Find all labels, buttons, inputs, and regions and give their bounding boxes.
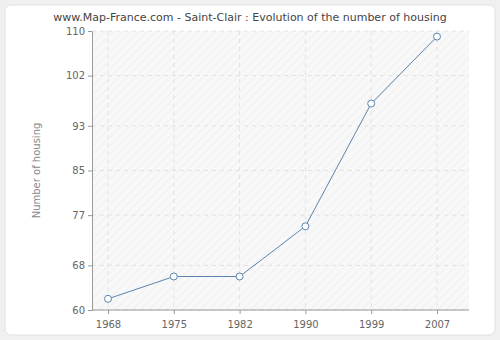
tick-mark bbox=[240, 310, 241, 314]
tick-label: 1968 bbox=[96, 319, 121, 330]
marker bbox=[170, 273, 177, 280]
title: www.Map-France.com - Saint-Clair : Evolu… bbox=[53, 11, 446, 24]
tick-label: 68 bbox=[72, 260, 85, 271]
grid-line bbox=[92, 125, 469, 126]
tick: 1990 bbox=[293, 310, 318, 330]
tick: 1968 bbox=[96, 310, 121, 330]
tick-mark bbox=[88, 265, 92, 266]
tick-label: 1975 bbox=[162, 319, 187, 330]
tick-label: 77 bbox=[72, 210, 85, 221]
axis-line bbox=[92, 32, 93, 311]
tick-label: 1982 bbox=[227, 319, 252, 330]
tick-mark bbox=[88, 76, 92, 77]
grid-line bbox=[305, 31, 306, 310]
tick-label: 85 bbox=[72, 165, 85, 176]
tick: 85 bbox=[72, 165, 92, 176]
axis-title: Number of housing bbox=[31, 123, 42, 219]
grid-line bbox=[437, 31, 438, 310]
grid-line bbox=[92, 215, 469, 216]
tick-mark bbox=[174, 310, 175, 314]
x-axis: 1968 1975 1982 1990 1999 2007 bbox=[92, 310, 469, 330]
tick-label: 110 bbox=[66, 26, 85, 37]
marker bbox=[368, 100, 375, 107]
tick-label: 93 bbox=[72, 121, 85, 132]
grid-line bbox=[173, 31, 174, 310]
tick: 77 bbox=[72, 210, 92, 221]
grid-line bbox=[92, 170, 469, 171]
tick-label: 1990 bbox=[293, 319, 318, 330]
grid-line bbox=[371, 31, 372, 310]
chart: 60 68 77 85 93 102 110 1968 1975 1982 1990 1999 2007… bbox=[0, 0, 500, 340]
tick-label: 1999 bbox=[359, 319, 384, 330]
tick-mark bbox=[371, 310, 372, 314]
tick: 1975 bbox=[162, 310, 187, 330]
background bbox=[0, 0, 500, 340]
tick: 1982 bbox=[227, 310, 252, 330]
grid-line bbox=[92, 75, 469, 76]
grid-line bbox=[92, 265, 469, 266]
tick-mark bbox=[88, 171, 92, 172]
axis-line bbox=[92, 310, 469, 311]
marker bbox=[105, 295, 112, 302]
tick-label: 60 bbox=[72, 305, 85, 316]
tick-mark bbox=[88, 215, 92, 216]
tick-mark bbox=[305, 310, 306, 314]
series bbox=[105, 33, 441, 302]
tick-mark bbox=[88, 310, 92, 311]
plot-area bbox=[92, 31, 469, 310]
tick: 110 bbox=[66, 26, 92, 37]
tick-label: 2007 bbox=[425, 319, 450, 330]
y-axis: 60 68 77 85 93 102 110 bbox=[66, 26, 93, 316]
tick-mark bbox=[437, 310, 438, 314]
tick-mark bbox=[88, 31, 92, 32]
marker bbox=[434, 33, 441, 40]
tick: 93 bbox=[72, 121, 92, 132]
tick: 2007 bbox=[425, 310, 450, 330]
marker bbox=[236, 273, 243, 280]
grid-line bbox=[239, 31, 240, 310]
grid bbox=[92, 31, 469, 310]
tick: 1999 bbox=[359, 310, 384, 330]
marker bbox=[302, 223, 309, 230]
tick-mark bbox=[88, 126, 92, 127]
grid-line bbox=[92, 31, 469, 32]
tick-label: 102 bbox=[66, 70, 85, 81]
tick: 60 bbox=[72, 305, 92, 316]
line bbox=[108, 37, 437, 299]
grid-line bbox=[108, 31, 109, 310]
tick: 102 bbox=[66, 70, 92, 81]
tick: 68 bbox=[72, 260, 92, 271]
grid-line bbox=[92, 310, 469, 311]
panel bbox=[5, 5, 495, 335]
tick-mark bbox=[108, 310, 109, 314]
